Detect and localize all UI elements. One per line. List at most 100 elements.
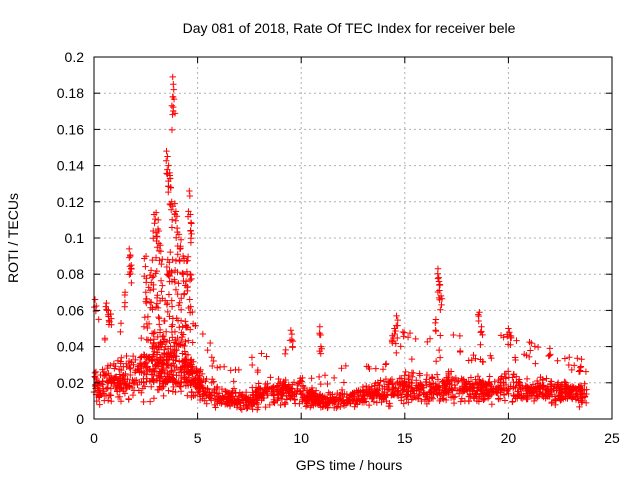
x-tick-label: 10 — [293, 430, 309, 446]
data-point — [275, 375, 282, 383]
data-point — [382, 361, 389, 368]
data-point — [147, 267, 155, 274]
data-point — [177, 306, 185, 313]
data-point — [392, 340, 400, 347]
data-point — [176, 299, 183, 306]
data-point — [531, 343, 539, 350]
data-point — [397, 343, 404, 350]
data-point — [168, 328, 176, 336]
data-point — [156, 297, 164, 305]
data-point — [262, 403, 269, 411]
data-point — [186, 276, 194, 284]
data-point — [262, 380, 269, 388]
data-point — [288, 330, 296, 338]
data-point — [147, 304, 154, 311]
data-point — [188, 275, 195, 283]
data-point — [172, 347, 180, 354]
data-point — [470, 394, 477, 401]
data-point — [152, 254, 160, 261]
data-point — [129, 352, 137, 360]
data-point — [166, 313, 173, 320]
data-point — [382, 393, 389, 401]
data-point — [555, 383, 563, 391]
data-point — [212, 404, 219, 411]
data-point — [161, 377, 168, 385]
data-point — [302, 397, 310, 404]
data-point — [111, 365, 118, 372]
data-point — [288, 336, 295, 344]
data-point — [187, 227, 194, 235]
data-point — [163, 157, 170, 164]
data-point — [189, 379, 196, 386]
data-point — [240, 402, 247, 409]
data-point — [117, 398, 125, 405]
data-point — [156, 315, 163, 322]
data-point — [189, 363, 196, 371]
data-point — [235, 398, 242, 406]
data-point — [473, 397, 481, 405]
data-point — [216, 363, 224, 371]
data-point — [432, 319, 439, 327]
data-point — [177, 243, 184, 250]
data-point — [115, 365, 123, 373]
data-point — [194, 389, 202, 396]
data-point — [436, 387, 443, 394]
data-point — [214, 400, 221, 407]
data-point — [581, 380, 588, 387]
data-point — [200, 375, 207, 383]
data-point — [170, 81, 177, 88]
data-point — [437, 332, 444, 339]
data-point — [283, 392, 290, 399]
data-point — [400, 333, 407, 340]
data-point — [199, 385, 206, 392]
data-point — [151, 220, 158, 227]
data-point — [396, 375, 403, 382]
data-point — [168, 268, 175, 275]
data-point — [558, 396, 565, 403]
data-point — [215, 390, 223, 397]
data-point — [562, 379, 569, 386]
data-point — [508, 334, 515, 342]
data-point — [468, 356, 475, 364]
data-point — [148, 279, 155, 286]
data-point — [342, 401, 350, 409]
data-point — [178, 329, 185, 336]
data-point — [437, 292, 445, 300]
data-point — [365, 401, 373, 409]
data-point — [232, 399, 240, 406]
data-point — [130, 361, 137, 369]
data-point — [295, 380, 302, 387]
data-point — [106, 318, 113, 325]
data-point — [208, 354, 216, 361]
data-point — [167, 348, 174, 356]
data-point — [477, 386, 485, 394]
data-point — [410, 387, 417, 395]
data-point — [542, 395, 549, 402]
data-point — [116, 393, 123, 400]
data-point — [277, 401, 284, 409]
data-point — [140, 353, 148, 360]
data-point — [337, 395, 345, 402]
data-point — [338, 365, 345, 372]
data-point — [566, 354, 573, 361]
data-point — [123, 363, 130, 370]
data-point — [457, 386, 464, 393]
data-point — [324, 380, 331, 388]
data-point — [485, 388, 493, 395]
data-point — [432, 316, 440, 323]
y-tick-labels: 0 0.02 0.04 0.06 0.08 0.1 0.12 0.14 0.16 0.18 0.2 — [57, 49, 84, 427]
data-point — [174, 268, 181, 276]
data-point — [156, 321, 163, 328]
data-point — [175, 231, 183, 238]
data-point — [118, 354, 125, 361]
data-point — [416, 372, 424, 379]
data-point — [568, 383, 576, 390]
data-point — [296, 400, 303, 407]
data-point — [559, 390, 566, 397]
data-point — [568, 366, 575, 374]
data-point — [461, 380, 468, 388]
data-point — [169, 256, 176, 263]
data-point — [428, 373, 436, 381]
data-point — [210, 357, 217, 365]
data-point — [392, 327, 399, 335]
